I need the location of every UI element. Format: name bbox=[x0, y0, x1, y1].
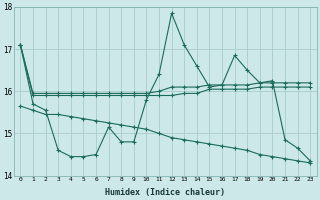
X-axis label: Humidex (Indice chaleur): Humidex (Indice chaleur) bbox=[105, 188, 225, 197]
